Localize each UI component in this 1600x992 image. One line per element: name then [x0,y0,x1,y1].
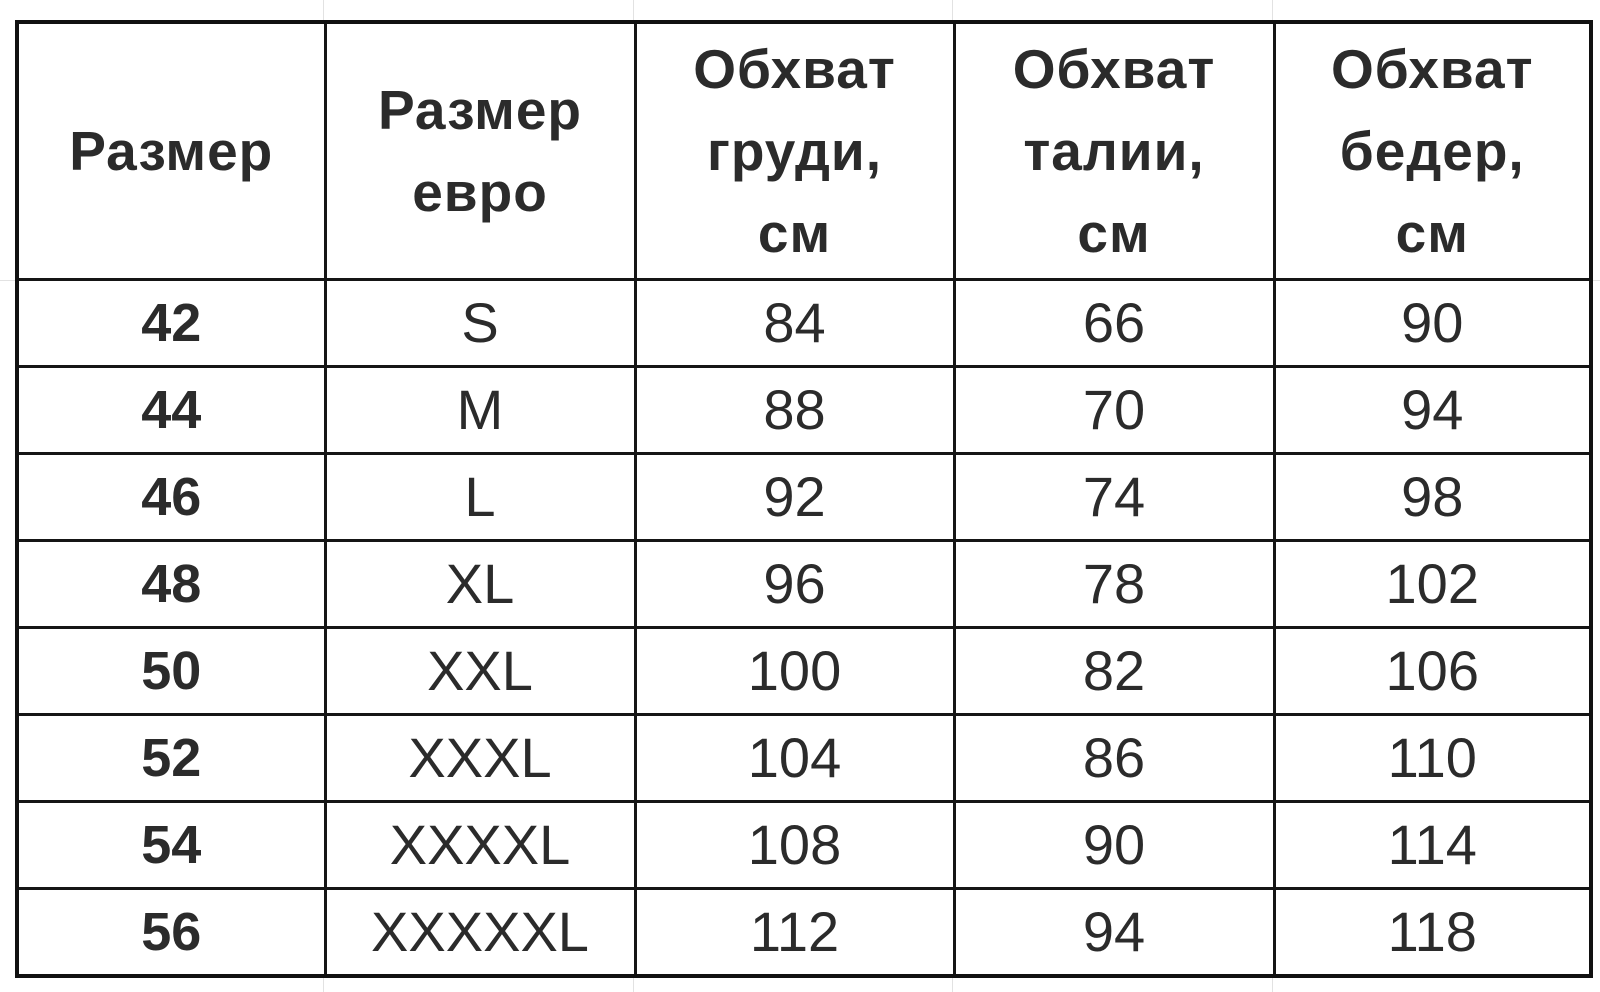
header-waist: Обхват талии, см [952,20,1276,281]
cell-hips: 94 [1272,365,1593,455]
table-row: 54 XXXXL 108 90 114 [15,800,1593,890]
table-row: 52 XXXL 104 86 110 [15,713,1593,803]
cell-euro-size: S [323,278,637,368]
cell-waist: 82 [952,626,1276,716]
cell-chest: 88 [633,365,956,455]
header-row: Размер Размер евро Обхват груди, см Обхват тали… [15,20,1593,281]
cell-euro-size: XXXXXL [323,887,637,978]
header-line: см [757,202,832,264]
cell-euro-size: M [323,365,637,455]
table-row: 46 L 92 74 98 [15,452,1593,542]
cell-size: 56 [15,887,327,978]
cell-size: 42 [15,278,327,368]
header-chest: Обхват груди, см [633,20,956,281]
cell-chest: 104 [633,713,956,803]
cell-waist: 70 [952,365,1276,455]
cell-hips: 98 [1272,452,1593,542]
cell-euro-size: L [323,452,637,542]
header-line: бедер, [1339,120,1525,182]
cell-waist: 94 [952,887,1276,978]
cell-euro-size: XXXL [323,713,637,803]
header-euro-size: Размер евро [323,20,637,281]
header-line: Обхват [693,38,896,100]
cell-waist: 78 [952,539,1276,629]
header-line: см [1077,202,1151,264]
cell-size: 52 [15,713,327,803]
cell-size: 46 [15,452,327,542]
table-row: 44 M 88 70 94 [15,365,1593,455]
cell-hips: 110 [1272,713,1593,803]
cell-chest: 96 [633,539,956,629]
cell-size: 48 [15,539,327,629]
size-chart-table: Размер Размер евро Обхват груди, см Обхват тали… [15,20,1593,978]
table-row: 48 XL 96 78 102 [15,539,1593,629]
cell-waist: 66 [952,278,1276,368]
table-row: 50 XXL 100 82 106 [15,626,1593,716]
cell-hips: 118 [1272,887,1593,978]
cell-euro-size: XXXXL [323,800,637,890]
table-body: 42 S 84 66 90 44 M 88 70 94 46 L 92 74 98 48 XL 96 78 102 50… [15,278,1593,978]
cell-hips: 102 [1272,539,1593,629]
cell-chest: 84 [633,278,956,368]
header-line: талии, [1023,120,1205,182]
cell-euro-size: XL [323,539,637,629]
cell-waist: 86 [952,713,1276,803]
header-line: см [1395,202,1469,264]
header-line: евро [412,161,548,223]
cell-size: 44 [15,365,327,455]
header-size: Размер [15,20,327,281]
cell-waist: 90 [952,800,1276,890]
cell-hips: 90 [1272,278,1593,368]
header-line: Обхват [1012,38,1216,100]
cell-hips: 114 [1272,800,1593,890]
cell-hips: 106 [1272,626,1593,716]
cell-waist: 74 [952,452,1276,542]
header-line: Размер [377,79,583,141]
header-hips: Обхват бедер, см [1272,20,1593,281]
cell-chest: 108 [633,800,956,890]
cell-size: 54 [15,800,327,890]
header-line: груди, [706,120,882,182]
header-line: Обхват [1330,38,1534,100]
cell-chest: 92 [633,452,956,542]
cell-chest: 112 [633,887,956,978]
cell-euro-size: XXL [323,626,637,716]
table-row: 42 S 84 66 90 [15,278,1593,368]
header-line: Размер [69,120,274,182]
cell-size: 50 [15,626,327,716]
cell-chest: 100 [633,626,956,716]
table-row: 56 XXXXXL 112 94 118 [15,887,1593,978]
